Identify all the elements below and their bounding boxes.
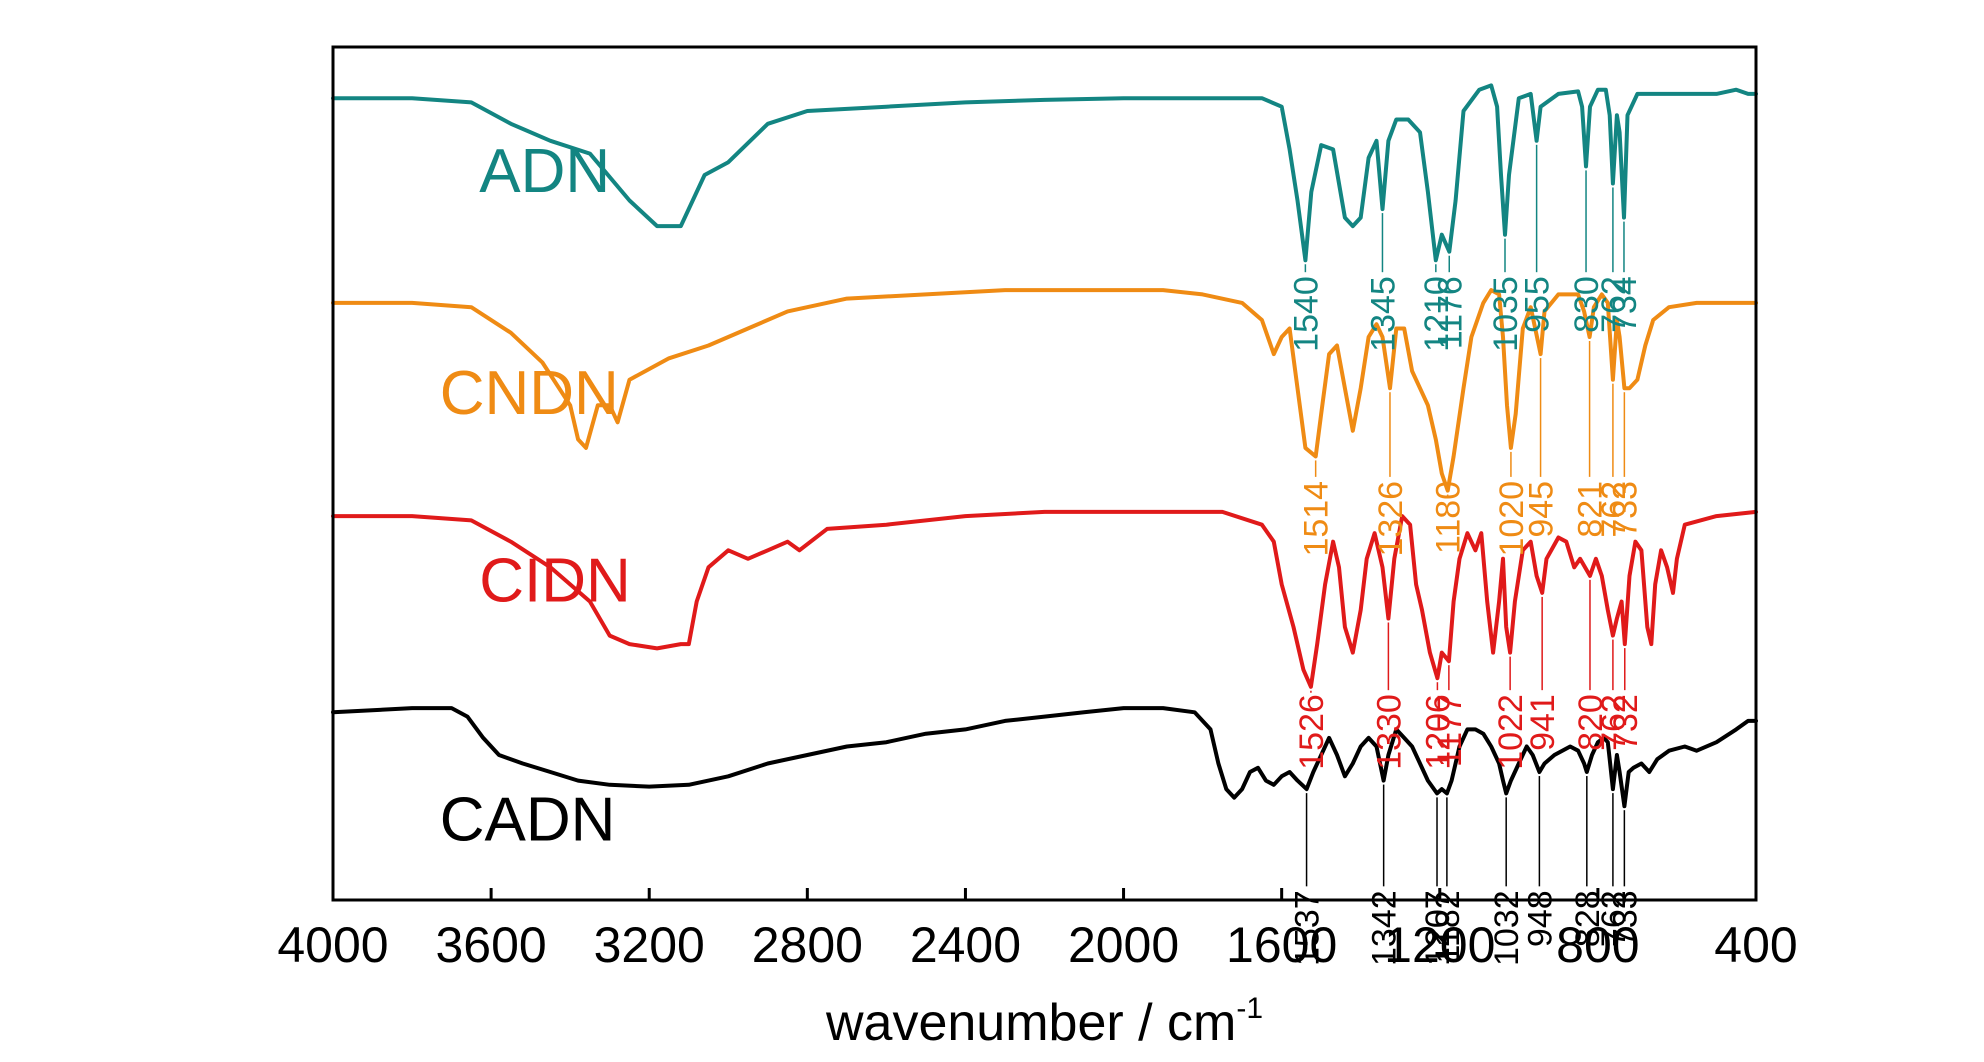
x-tick-label: 1200 — [1384, 917, 1495, 973]
peak-label: 1540 — [1287, 276, 1325, 352]
x-tick-label: 3600 — [435, 917, 546, 973]
series-line-cadn — [331, 706, 1758, 809]
x-tick-label: 3200 — [594, 917, 705, 973]
peak-label: 820 — [1572, 694, 1610, 751]
peak-label: 1206 — [1419, 694, 1457, 770]
peak-label: 1032 — [1488, 890, 1526, 966]
peak-label: 1514 — [1298, 481, 1336, 557]
x-tick-label: 1600 — [1226, 917, 1337, 973]
x-tick-label: 800 — [1556, 917, 1639, 973]
series-label-cadn: CADN — [440, 785, 616, 854]
peak-label: 955 — [1519, 276, 1557, 333]
x-axis-title: wavenumber / cm-1 — [825, 992, 1263, 1052]
peak-label: 1330 — [1370, 694, 1408, 770]
peak-label: 734 — [1606, 276, 1644, 333]
x-axis-title-text: wavenumber / cm — [825, 994, 1236, 1052]
x-axis-ticks: 4000 3600 3200 2800 2400 2000 1600 1200 800 400 — [277, 888, 1798, 973]
peak-label: 1345 — [1364, 276, 1402, 352]
peak-label: 1180 — [1430, 481, 1468, 554]
series-labels: ADN CNDN CIDN CADN — [440, 137, 631, 854]
x-tick-label: 2000 — [1068, 917, 1179, 973]
peak-label: 1176 — [1431, 276, 1469, 349]
peak-label: 1035 — [1487, 276, 1525, 352]
peak-label: 1177 — [1431, 694, 1469, 767]
series-label-cndn: CNDN — [440, 359, 619, 428]
peak-label: 1207 — [1419, 890, 1457, 966]
series-line-cidn — [331, 509, 1758, 689]
peak-label: 1342 — [1366, 890, 1404, 966]
plot-frame — [331, 45, 1758, 902]
x-tick-label: 2400 — [910, 917, 1021, 973]
peak-label: 830 — [1568, 276, 1606, 333]
series-label-cidn: CIDN — [479, 546, 631, 615]
peak-label: 733 — [1606, 481, 1644, 538]
peak-label: 941 — [1524, 694, 1562, 751]
peak-label: 945 — [1523, 481, 1561, 538]
peak-label: 1182 — [1429, 890, 1467, 963]
peak-label: 1020 — [1493, 481, 1531, 557]
peak-label: 1210 — [1418, 276, 1456, 352]
series-layer — [331, 83, 1758, 809]
peak-label: 762 — [1595, 481, 1633, 538]
x-tick-label: 2800 — [752, 917, 863, 973]
x-tick-label: 4000 — [277, 917, 388, 973]
peak-label: 1537 — [1289, 890, 1327, 966]
series-line-cndn — [331, 288, 1758, 493]
x-tick-label: 400 — [1714, 917, 1797, 973]
peak-label: 762 — [1595, 276, 1633, 333]
series-label-adn: ADN — [479, 137, 610, 206]
x-axis-title-superscript: -1 — [1236, 992, 1263, 1025]
peak-label: 762 — [1595, 694, 1633, 751]
peak-label: 1326 — [1372, 481, 1410, 557]
peak-label: 732 — [1607, 694, 1645, 751]
peak-label: 821 — [1572, 481, 1610, 538]
peak-label: 1022 — [1492, 694, 1530, 770]
series-line-adn — [331, 83, 1758, 263]
peak-label: 1526 — [1293, 694, 1331, 770]
